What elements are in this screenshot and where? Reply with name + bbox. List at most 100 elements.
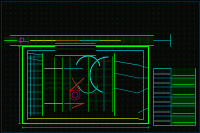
Point (161, 42, 164, 45)
Point (59, 77, 62, 80)
Point (138, 40, 141, 42)
Point (50, 77, 54, 79)
Point (196, 57, 199, 60)
Point (68, 99, 71, 101)
Point (179, 43, 182, 46)
Point (3, 20, 6, 22)
Point (12, 111, 15, 113)
Point (164, 54, 167, 56)
Point (101, 85, 104, 87)
Point (8, 7, 12, 9)
Point (19, 53, 22, 55)
Point (151, 107, 154, 109)
Point (47, 38, 50, 40)
Point (143, 37, 146, 40)
Point (109, 64, 112, 66)
Point (90, 119, 94, 121)
Bar (171, 78, 195, 87)
Point (88, 5, 91, 7)
Point (132, 74, 135, 76)
Bar (10, 35, 153, 45)
Point (133, 5, 136, 7)
Point (49, 81, 52, 83)
Point (142, 93, 145, 96)
Point (5, 25, 8, 27)
Point (123, 20, 126, 22)
Point (48, 86, 51, 89)
Point (153, 115, 156, 117)
Point (161, 126, 164, 128)
Point (77, 36, 80, 39)
Point (192, 62, 195, 64)
Point (78, 99, 81, 101)
Point (122, 43, 125, 45)
Point (94, 87, 98, 90)
Point (69, 8, 72, 10)
Point (38, 92, 42, 94)
Point (151, 65, 154, 67)
Bar (86, 56, 112, 111)
Point (112, 53, 115, 55)
Point (81, 60, 84, 62)
Point (173, 79, 176, 81)
Point (129, 36, 132, 38)
Point (89, 4, 92, 6)
Point (183, 26, 186, 28)
Point (127, 2, 130, 4)
Point (8, 25, 11, 27)
Point (92, 12, 95, 14)
Point (98, 97, 101, 99)
Point (165, 54, 169, 56)
Bar (42, 53, 114, 115)
Point (115, 71, 118, 73)
Point (33, 50, 36, 52)
Point (168, 102, 171, 104)
Point (99, 126, 102, 128)
Point (196, 106, 200, 108)
Point (66, 23, 69, 25)
Point (23, 91, 26, 93)
Bar (171, 87, 195, 97)
Bar (44, 68, 62, 103)
Point (51, 54, 54, 56)
Point (129, 88, 132, 90)
Point (77, 31, 80, 33)
Point (55, 34, 58, 36)
Point (86, 108, 89, 110)
Point (65, 83, 69, 85)
Point (121, 2, 124, 4)
Point (68, 30, 71, 32)
Point (53, 117, 56, 119)
Point (112, 10, 115, 13)
Point (121, 45, 125, 47)
Point (123, 123, 126, 126)
Point (107, 56, 110, 58)
Point (51, 37, 54, 39)
Point (154, 69, 157, 71)
Point (164, 53, 167, 56)
Point (184, 57, 187, 59)
Point (108, 65, 112, 67)
Point (195, 112, 198, 114)
Bar (152, 34, 170, 46)
Point (152, 30, 155, 33)
Point (181, 114, 185, 116)
Point (55, 86, 58, 88)
Bar (28, 113, 138, 123)
Point (110, 38, 113, 40)
Point (26, 12, 30, 14)
Point (190, 63, 193, 65)
Point (113, 36, 116, 38)
Point (56, 86, 59, 88)
Bar (171, 97, 195, 106)
Point (158, 79, 161, 81)
Point (36, 6, 39, 8)
Point (101, 26, 104, 29)
Point (148, 57, 151, 59)
Point (111, 43, 114, 46)
Point (188, 41, 191, 43)
Point (53, 103, 56, 105)
Point (154, 37, 157, 39)
Point (174, 4, 177, 6)
Point (45, 43, 48, 46)
